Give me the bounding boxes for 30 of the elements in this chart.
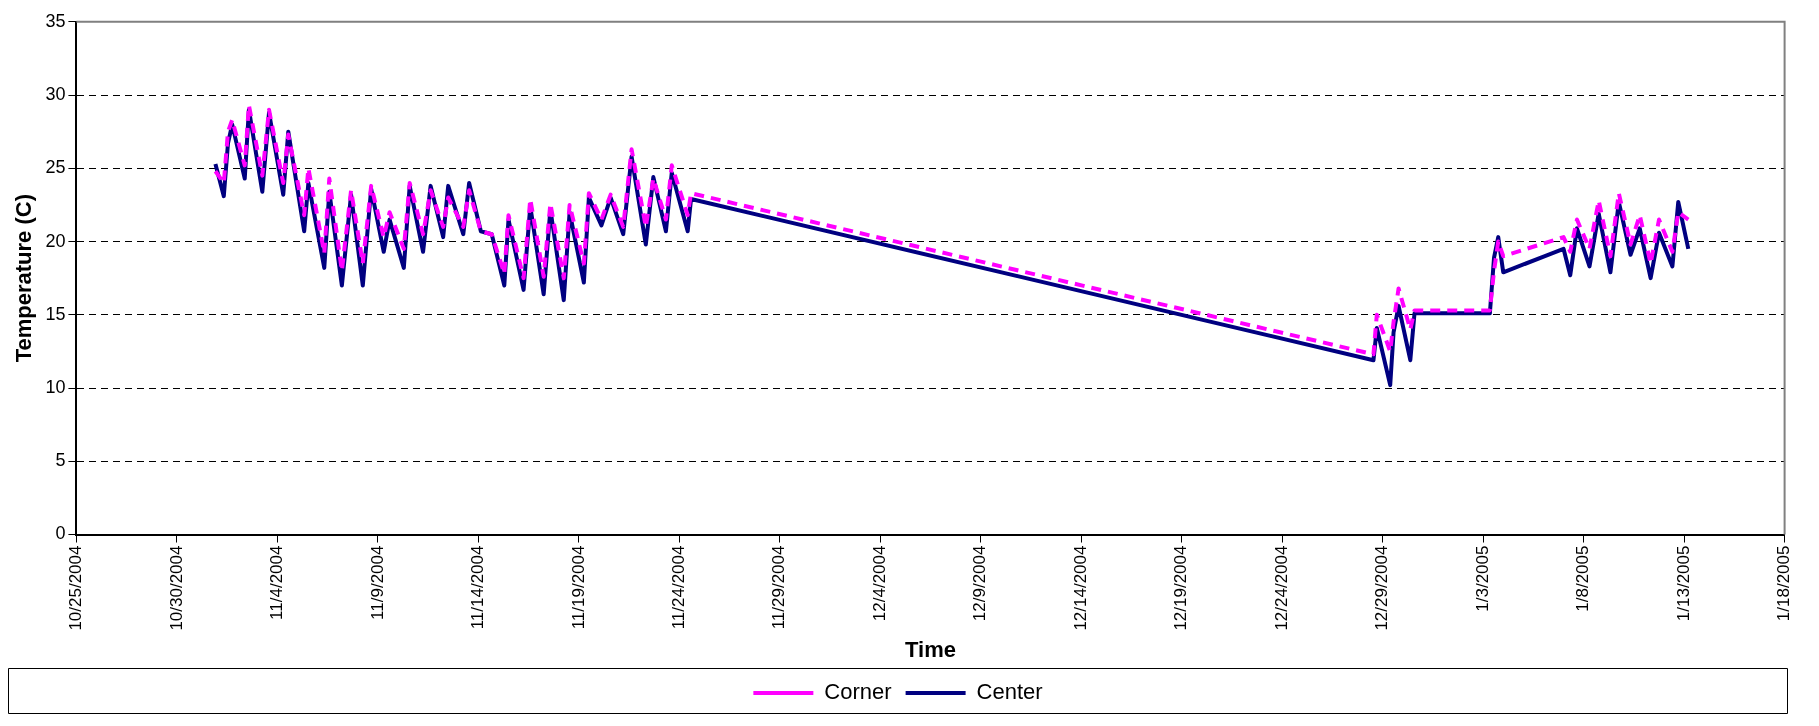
x-tick-label: 11/4/2004 xyxy=(267,545,287,620)
x-tick-label: 1/13/2005 xyxy=(1673,545,1693,622)
x-tick-label: 12/24/2004 xyxy=(1271,545,1291,631)
x-tick-label: 11/29/2004 xyxy=(769,545,789,630)
legend-label: Center xyxy=(976,679,1043,705)
y-tick-label: 35 xyxy=(45,10,66,31)
x-tick-label: 10/25/2004 xyxy=(66,545,86,631)
x-tick-label: 11/19/2004 xyxy=(568,545,588,630)
y-tick-label: 10 xyxy=(45,377,66,397)
x-tick-label: 12/9/2004 xyxy=(970,545,990,622)
x-tick-label: 12/29/2004 xyxy=(1372,545,1392,631)
x-axis-title: Time xyxy=(905,636,956,662)
y-tick-label: 5 xyxy=(55,450,66,471)
x-tick-label: 12/4/2004 xyxy=(869,545,889,622)
y-tick-label: 25 xyxy=(45,157,66,178)
x-tick-label: 12/19/2004 xyxy=(1171,545,1191,631)
y-tick-label: 0 xyxy=(55,523,66,544)
x-tick-label: 10/30/2004 xyxy=(166,545,186,631)
y-tick-label: 15 xyxy=(45,303,66,324)
x-tick-label: 1/3/2005 xyxy=(1472,545,1492,612)
y-tick-label: 30 xyxy=(45,84,66,105)
y-tick-label: 20 xyxy=(45,230,66,251)
x-tick-label: 11/14/2004 xyxy=(468,545,488,630)
x-tick-label: 12/14/2004 xyxy=(1070,545,1090,631)
y-axis-title: Temperature (C) xyxy=(11,194,37,363)
x-tick-label: 1/8/2005 xyxy=(1573,545,1593,612)
x-tick-label: 1/18/2005 xyxy=(1774,545,1794,622)
legend-label: Corner xyxy=(824,679,892,705)
x-tick-label: 11/24/2004 xyxy=(669,545,688,630)
x-tick-label: 11/9/2004 xyxy=(367,545,387,620)
